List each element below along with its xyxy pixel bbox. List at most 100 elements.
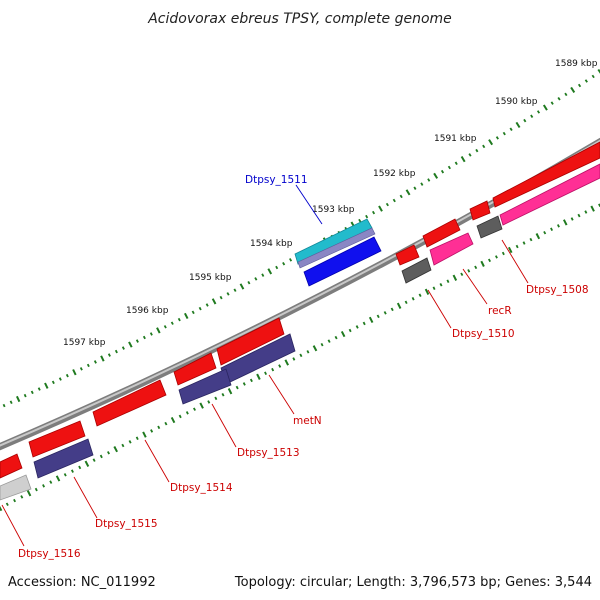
tick-minor xyxy=(264,371,268,375)
tick-major xyxy=(378,205,383,212)
tick-minor xyxy=(515,244,519,249)
tick-minor xyxy=(355,325,359,329)
tick-major xyxy=(211,298,217,305)
tick-minor xyxy=(447,165,451,170)
gene-dtpsy-1508[interactable] xyxy=(476,141,600,239)
tick-minor xyxy=(454,161,458,166)
label-dtpsy-1511[interactable]: Dtpsy_1511 xyxy=(245,174,308,186)
tick-minor xyxy=(556,224,560,228)
tick-minor xyxy=(411,297,415,301)
tick-major xyxy=(100,355,105,362)
tick-major xyxy=(199,402,204,409)
gene-arrow-reverse[interactable] xyxy=(178,368,232,405)
gene-arrow-small[interactable] xyxy=(395,244,420,266)
gene-arrow-blue[interactable] xyxy=(303,236,382,287)
tick-minor xyxy=(327,339,331,343)
tick-minor xyxy=(150,429,154,433)
tick-minor xyxy=(219,295,223,300)
callout-dtpsy-1513 xyxy=(211,403,237,448)
tick-label: 1590 kbp xyxy=(495,97,538,107)
tick-minor xyxy=(42,484,46,488)
tick-minor xyxy=(502,131,506,136)
tick-minor xyxy=(299,353,303,358)
tick-minor xyxy=(488,258,491,263)
gene-dtpsy-1515[interactable] xyxy=(28,420,94,479)
tick-minor xyxy=(523,118,527,123)
tick-minor xyxy=(292,357,296,361)
tick-major xyxy=(515,121,521,129)
gene-dtpsy-1511[interactable] xyxy=(294,218,382,287)
label-dtpsy-1514[interactable]: Dtpsy_1514 xyxy=(170,482,233,494)
tick-major xyxy=(239,283,245,290)
gene-arrow[interactable] xyxy=(492,141,600,208)
tick-major xyxy=(156,327,161,334)
label-dtpsy-1515[interactable]: Dtpsy_1515 xyxy=(95,518,158,530)
gene-arrow[interactable] xyxy=(0,453,23,479)
tick-label: 1594 kbp xyxy=(250,239,293,249)
tick-minor xyxy=(178,414,182,419)
tick-major xyxy=(15,395,21,403)
gene-arrow-grey[interactable] xyxy=(401,257,432,284)
tick-major xyxy=(460,155,466,163)
tick-minor xyxy=(30,390,34,395)
tick-minor xyxy=(261,273,265,277)
gene-arrow[interactable] xyxy=(92,379,167,427)
gene-dtpsy-1514[interactable] xyxy=(92,379,167,427)
gene-arrow[interactable] xyxy=(422,218,461,248)
tick-minor xyxy=(509,127,513,131)
gene-arrow[interactable] xyxy=(173,352,217,386)
tick-minor xyxy=(591,74,595,79)
gene-dtpsy-1516[interactable] xyxy=(0,453,32,501)
tick-major xyxy=(433,172,439,179)
gene-arrow-pink[interactable] xyxy=(499,163,600,226)
label-dtpsy-1510[interactable]: Dtpsy_1510 xyxy=(452,328,515,340)
label-dtpsy-1513[interactable]: Dtpsy_1513 xyxy=(237,447,300,459)
tick-minor xyxy=(468,153,472,157)
tick-minor xyxy=(34,487,38,492)
tick-major xyxy=(267,268,273,275)
gene-recr[interactable] xyxy=(429,200,491,266)
tick-minor xyxy=(584,79,588,83)
tick-major xyxy=(55,475,61,482)
tick-minor xyxy=(99,454,103,459)
label-recr[interactable]: recR xyxy=(488,305,512,317)
tick-minor xyxy=(467,269,471,273)
tick-major xyxy=(488,139,494,146)
tick-minor xyxy=(494,255,498,259)
callout-dtpsy-1515 xyxy=(73,476,98,519)
gene-arrow[interactable] xyxy=(469,200,491,221)
callout-dtpsy-1514 xyxy=(144,439,170,483)
tick-minor xyxy=(570,217,574,221)
tick-minor xyxy=(78,465,82,470)
gene-arrow-light[interactable] xyxy=(0,474,32,501)
tick-minor xyxy=(249,378,253,383)
tick-label: 1593 kbp xyxy=(312,205,355,215)
gene-arrow[interactable] xyxy=(216,317,285,366)
gene-arrow-grey[interactable] xyxy=(476,215,503,239)
gene-arrow-pink[interactable] xyxy=(429,232,474,266)
callout-dtpsy-1516 xyxy=(1,504,25,547)
tick-major xyxy=(396,302,402,309)
tick-major xyxy=(128,341,133,348)
tick-minor xyxy=(254,277,258,281)
tick-major xyxy=(184,312,189,320)
label-metn[interactable]: metN xyxy=(293,415,322,427)
gene-arrow-pale[interactable] xyxy=(297,227,376,269)
tick-ring-outer xyxy=(2,68,600,408)
tick-minor xyxy=(383,311,387,315)
tick-minor xyxy=(320,342,324,347)
gene-dtpsy-1510[interactable] xyxy=(395,218,461,284)
label-dtpsy-1516[interactable]: Dtpsy_1516 xyxy=(18,548,81,560)
gene-arrow-reverse[interactable] xyxy=(33,438,94,479)
tick-minor xyxy=(164,421,168,426)
tick-minor xyxy=(543,230,547,235)
tick-major xyxy=(368,316,374,324)
gene-dtpsy-1513[interactable] xyxy=(173,352,232,405)
tick-minor xyxy=(163,325,167,329)
label-dtpsy-1508[interactable]: Dtpsy_1508 xyxy=(526,284,589,296)
tick-minor xyxy=(440,169,445,174)
tick-minor xyxy=(205,303,209,307)
gene-arrow[interactable] xyxy=(28,420,86,458)
tick-minor xyxy=(495,136,499,140)
